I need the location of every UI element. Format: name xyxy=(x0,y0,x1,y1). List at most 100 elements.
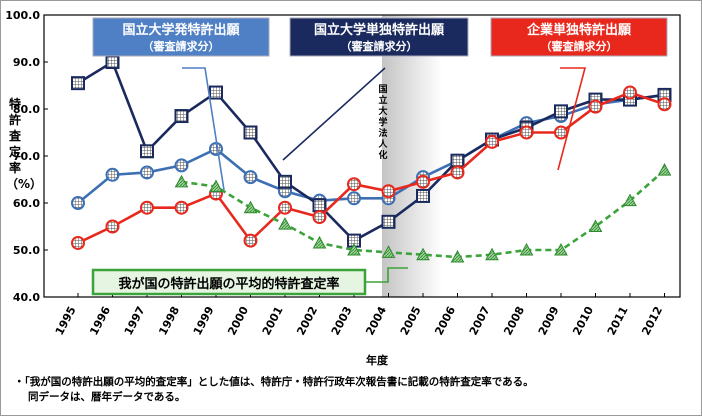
legend-leader-line xyxy=(557,67,587,171)
legend-label: 企業単独特許出願 xyxy=(526,22,632,38)
y-tick-label: 50.0 xyxy=(13,244,40,257)
data-point xyxy=(381,214,396,229)
x-tick-label: 2005 xyxy=(398,304,424,337)
legend-item: 国立大学単独特許出願（審査請求分） xyxy=(289,17,469,57)
y-tick-label: 70.0 xyxy=(13,150,40,163)
data-point xyxy=(657,163,672,176)
annotation-char: 立 xyxy=(378,94,387,106)
data-point xyxy=(140,144,154,159)
data-point xyxy=(278,174,292,189)
data-point xyxy=(588,99,603,114)
data-point xyxy=(243,125,258,140)
green-label-box xyxy=(91,268,367,296)
legend-box xyxy=(289,17,469,57)
data-point xyxy=(554,125,568,140)
data-point xyxy=(105,219,120,234)
legend-item: 企業単独特許出願（審査請求分） xyxy=(490,17,668,57)
legend-box xyxy=(490,17,668,57)
data-point xyxy=(416,174,430,189)
data-point xyxy=(416,247,430,261)
y-tick-label: 60.0 xyxy=(13,197,40,210)
x-tick-label: 2012 xyxy=(639,304,665,337)
annotation-char: 化 xyxy=(378,149,387,161)
data-point xyxy=(381,245,396,258)
data-point xyxy=(174,200,189,215)
legend-box xyxy=(92,17,270,57)
y-tick-label: 90.0 xyxy=(13,56,40,69)
green-leader-line xyxy=(365,267,408,283)
data-point xyxy=(554,104,568,119)
data-point xyxy=(450,165,465,180)
data-point xyxy=(209,179,223,193)
annotation-char: 人 xyxy=(377,138,388,150)
data-point xyxy=(140,165,154,180)
legend-leader-line xyxy=(282,67,386,161)
x-tick-label: 2001 xyxy=(260,304,286,337)
x-tick-label: 2003 xyxy=(329,304,355,337)
data-point xyxy=(450,250,465,263)
y-tick-label: 80.0 xyxy=(13,103,40,116)
x-tick-label: 1998 xyxy=(156,304,182,337)
x-tick-label: 1995 xyxy=(53,304,79,337)
data-point xyxy=(312,235,327,249)
legend-label: 国立大学単独特許出願 xyxy=(314,22,445,38)
data-point xyxy=(71,196,85,210)
series-line xyxy=(77,60,665,243)
legend-sublabel: （審査請求分） xyxy=(341,39,418,53)
data-point xyxy=(485,247,499,261)
data-point xyxy=(71,76,85,91)
x-tick-label: 2002 xyxy=(294,304,320,337)
x-tick-label: 2007 xyxy=(467,304,493,337)
data-point xyxy=(209,85,223,100)
x-tick-label: 2004 xyxy=(363,304,389,337)
data-point xyxy=(554,242,568,256)
data-point xyxy=(588,219,603,232)
data-point xyxy=(450,153,465,168)
footnote: ・「我が国の特許出願の平均的査定率」とした値は、特許庁・特許行政年次報告書に記載… xyxy=(14,375,694,405)
y-tick-label: 100.0 xyxy=(5,9,40,22)
data-point xyxy=(312,198,327,213)
data-point xyxy=(140,200,154,215)
footnote-line-2: 同データは、暦年データである。 xyxy=(28,391,186,403)
plot-area xyxy=(43,14,681,298)
annotation-char: 学 xyxy=(378,116,387,128)
y-axis-label: 特許査定率（%） xyxy=(6,97,42,191)
data-point xyxy=(519,242,534,256)
footnote-line-1: ・「我が国の特許出願の平均的査定率」とした値は、特許庁・特許行政年次報告書に記載… xyxy=(14,376,534,388)
data-point xyxy=(347,177,361,192)
data-point xyxy=(657,97,672,112)
legend-label: 国立大学発特許出願 xyxy=(122,22,240,38)
green-label: 我が国の特許出願の平均的特許査定率 xyxy=(118,276,339,292)
data-point xyxy=(347,242,361,256)
legend-sublabel: （審査請求分） xyxy=(541,39,618,53)
data-point xyxy=(416,188,430,203)
data-point xyxy=(312,210,327,225)
data-point xyxy=(243,170,258,185)
legend-leader-line xyxy=(182,67,225,191)
data-point xyxy=(71,235,85,250)
y-tick-label: 40.0 xyxy=(13,291,40,304)
data-point xyxy=(485,134,499,149)
data-point xyxy=(209,141,223,156)
x-tick-label: 2008 xyxy=(501,304,527,337)
data-point xyxy=(381,184,396,199)
data-point xyxy=(623,85,637,100)
legend-sublabel: （審査請求分） xyxy=(143,39,220,53)
annotation-char: 大 xyxy=(378,105,387,117)
x-tick-label: 2006 xyxy=(432,304,458,337)
annotation-char: 法 xyxy=(378,127,387,139)
series-line xyxy=(181,169,666,259)
x-tick-label: 1997 xyxy=(122,304,148,337)
data-point xyxy=(623,193,637,207)
x-tick-label: 2000 xyxy=(225,304,251,337)
x-tick-label: 1996 xyxy=(87,304,113,337)
data-point xyxy=(243,233,258,248)
x-axis-label: 年度 xyxy=(366,354,388,367)
incorporation-shade xyxy=(382,15,442,297)
data-point xyxy=(243,200,258,214)
x-tick-label: 1999 xyxy=(191,304,217,337)
x-tick-label: 2009 xyxy=(536,304,562,337)
data-point xyxy=(519,125,534,140)
data-point xyxy=(278,217,292,230)
